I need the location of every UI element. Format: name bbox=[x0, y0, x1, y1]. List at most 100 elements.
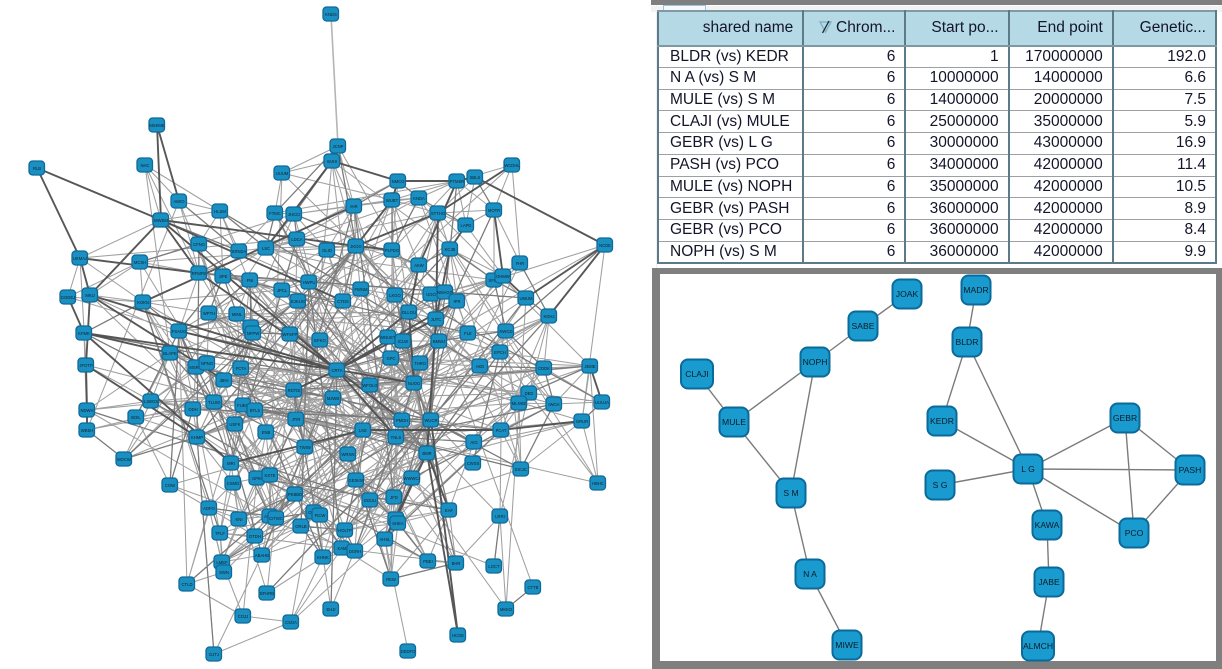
svg-text:RFMFE: RFMFE bbox=[192, 271, 207, 276]
svg-text:FLE: FLE bbox=[464, 331, 472, 336]
svg-text:KNDA: KNDA bbox=[413, 196, 425, 201]
svg-text:GPC: GPC bbox=[386, 356, 395, 361]
svg-text:MSKME: MSKME bbox=[149, 123, 165, 128]
svg-text:ICLW: ICLW bbox=[398, 339, 408, 344]
svg-text:SFKS: SFKS bbox=[489, 278, 500, 283]
svg-text:MNUET: MNUET bbox=[381, 335, 396, 340]
svg-text:UUUJA: UUUJA bbox=[595, 400, 609, 405]
svg-text:CDDK: CDDK bbox=[538, 366, 550, 371]
svg-text:BHR: BHR bbox=[452, 561, 461, 566]
svg-text:KFMK: KFMK bbox=[78, 331, 90, 336]
svg-text:LRRI: LRRI bbox=[495, 514, 505, 519]
svg-text:CTDS: CTDS bbox=[337, 299, 349, 304]
svg-text:TLUW: TLUW bbox=[208, 400, 220, 405]
svg-text:CSOA: CSOA bbox=[285, 620, 297, 625]
svg-text:EJKUG: EJKUG bbox=[291, 299, 305, 304]
svg-text:MIWE: MIWE bbox=[835, 640, 859, 650]
svg-text:MULE: MULE bbox=[722, 417, 746, 427]
svg-text:CSMG: CSMG bbox=[227, 481, 240, 486]
svg-text:JTIR: JTIR bbox=[292, 417, 301, 422]
svg-text:PMDH: PMDH bbox=[396, 418, 408, 423]
svg-text:IHR: IHR bbox=[350, 204, 357, 209]
svg-text:ALMCH: ALMCH bbox=[1023, 641, 1053, 651]
svg-text:COW: COW bbox=[165, 483, 175, 488]
svg-text:NFPW: NFPW bbox=[247, 331, 259, 336]
svg-text:JPCL: JPCL bbox=[277, 288, 288, 293]
svg-text:BLAPE: BLAPE bbox=[163, 351, 177, 356]
svg-text:HLSM: HLSM bbox=[214, 209, 226, 214]
svg-text:CITWC: CITWC bbox=[269, 516, 283, 521]
svg-text:PCAT: PCAT bbox=[496, 428, 507, 433]
svg-text:EAF: EAF bbox=[445, 508, 454, 513]
svg-text:MKKO: MKKO bbox=[500, 607, 513, 612]
svg-text:MWEM: MWEM bbox=[154, 218, 168, 223]
svg-text:CLAJI: CLAJI bbox=[685, 369, 708, 379]
svg-text:KCJB: KCJB bbox=[445, 247, 456, 252]
svg-text:GRUR: GRUR bbox=[576, 419, 588, 424]
svg-text:LKGO: LKGO bbox=[389, 293, 401, 298]
svg-text:WRNN: WRNN bbox=[341, 452, 354, 457]
svg-text:IWCH: IWCH bbox=[548, 402, 559, 407]
svg-text:KEDR: KEDR bbox=[930, 416, 954, 426]
svg-text:ORLB: ORLB bbox=[295, 524, 307, 529]
svg-text:HWPU: HWPU bbox=[303, 280, 316, 285]
svg-text:KOKN: KOKN bbox=[137, 300, 149, 305]
svg-text:KNI: KNI bbox=[236, 517, 243, 522]
svg-text:GEBR: GEBR bbox=[1113, 413, 1137, 423]
svg-text:OLID: OLID bbox=[322, 248, 332, 253]
svg-text:JFOTP: JFOTP bbox=[79, 363, 92, 368]
svg-text:FSAOG: FSAOG bbox=[172, 329, 187, 334]
svg-text:GODEJ: GODEJ bbox=[61, 295, 75, 300]
svg-text:TFLF: TFLF bbox=[215, 531, 225, 536]
svg-text:WPTH: WPTH bbox=[203, 311, 215, 316]
svg-text:NCDE: NCDE bbox=[599, 243, 611, 248]
svg-text:AKW: AKW bbox=[414, 263, 424, 268]
svg-text:WUCR: WUCR bbox=[424, 418, 437, 423]
svg-text:USFK: USFK bbox=[229, 422, 240, 427]
svg-text:NDWH: NDWH bbox=[80, 408, 93, 413]
svg-text:JEME: JEME bbox=[584, 364, 595, 369]
svg-text:FCTA: FCTA bbox=[236, 366, 247, 371]
svg-text:ODH: ODH bbox=[188, 407, 197, 412]
svg-text:REW: REW bbox=[386, 577, 396, 582]
svg-text:RDTDI: RDTDI bbox=[288, 388, 301, 393]
svg-text:EPCH: EPCH bbox=[494, 350, 506, 355]
svg-text:PCO: PCO bbox=[1125, 528, 1144, 538]
svg-text:NPNO: NPNO bbox=[201, 361, 214, 366]
svg-text:PTMSR: PTMSR bbox=[450, 179, 465, 184]
svg-text:AIG: AIG bbox=[470, 440, 477, 445]
svg-text:BTLS: BTLS bbox=[250, 408, 261, 413]
svg-text:WJHI: WJHI bbox=[327, 159, 337, 164]
svg-text:PKBBD: PKBBD bbox=[288, 492, 302, 497]
svg-text:ENB: ENB bbox=[262, 430, 271, 435]
svg-text:DGRH: DGRH bbox=[349, 549, 361, 554]
svg-text:KNDS: KNDS bbox=[325, 12, 337, 17]
svg-text:MCSH: MCSH bbox=[134, 260, 146, 265]
svg-text:GESKM: GESKM bbox=[348, 478, 364, 483]
svg-text:UUUM: UUUM bbox=[276, 171, 289, 176]
svg-text:LOCT: LOCT bbox=[488, 564, 500, 569]
svg-text:UMUM: UMUM bbox=[519, 296, 533, 301]
svg-text:NMCO: NMCO bbox=[392, 179, 406, 184]
svg-text:L G: L G bbox=[1021, 464, 1035, 474]
svg-text:KSTE: KSTE bbox=[265, 473, 276, 478]
svg-text:NHC: NHC bbox=[140, 163, 149, 168]
svg-text:PBEI: PBEI bbox=[423, 559, 433, 564]
svg-text:FHR: FHR bbox=[516, 261, 525, 266]
svg-text:N A: N A bbox=[803, 569, 817, 579]
svg-text:AWIO: AWIO bbox=[173, 199, 185, 204]
svg-text:FTMC: FTMC bbox=[269, 211, 281, 216]
svg-text:CTTB: CTTB bbox=[528, 585, 539, 590]
svg-text:JCNP: JCNP bbox=[333, 144, 344, 149]
svg-text:RLB: RLB bbox=[33, 166, 41, 171]
svg-text:KHMP: KHMP bbox=[191, 435, 203, 440]
svg-text:SABE: SABE bbox=[852, 321, 875, 331]
svg-text:DEDFO: DEDFO bbox=[401, 649, 416, 654]
svg-text:EFKO: EFKO bbox=[314, 338, 326, 343]
svg-text:WUBT: WUBT bbox=[386, 198, 399, 203]
svg-text:GJTJ: GJTJ bbox=[209, 652, 219, 657]
svg-text:LKE: LKE bbox=[359, 428, 367, 433]
svg-text:AHSL: AHSL bbox=[380, 537, 392, 542]
svg-text:BMWJ: BMWJ bbox=[433, 339, 445, 344]
svg-text:DED: DED bbox=[525, 391, 534, 396]
